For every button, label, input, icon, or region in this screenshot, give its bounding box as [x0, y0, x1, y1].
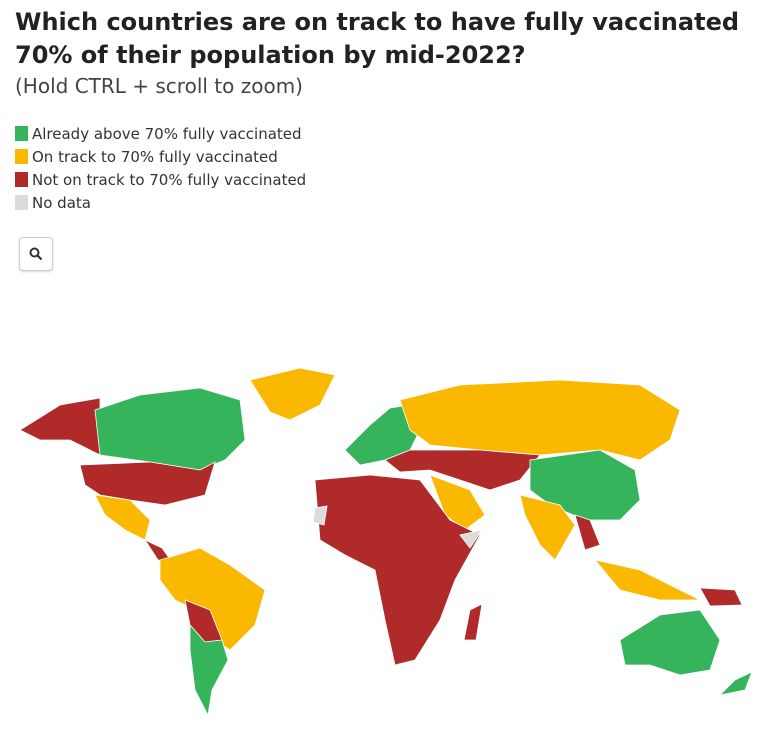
- region: [314, 474, 481, 666]
- region: [79, 461, 216, 506]
- legend-swatch: [15, 195, 28, 210]
- region: [159, 547, 266, 651]
- legend-swatch: [15, 149, 28, 164]
- legend-swatch: [15, 172, 28, 187]
- search-icon: [29, 247, 43, 261]
- region: [529, 449, 641, 521]
- region: [519, 494, 576, 561]
- region: [94, 387, 246, 471]
- region: [19, 397, 101, 456]
- region: [699, 587, 743, 607]
- legend-item: Not on track to 70% fully vaccinated: [15, 168, 306, 191]
- zoom-search-button[interactable]: [19, 237, 53, 271]
- legend-item: Already above 70% fully vaccinated: [15, 122, 306, 145]
- region: [574, 514, 601, 551]
- region: [399, 379, 681, 461]
- region: [718, 671, 753, 696]
- region: [619, 609, 721, 676]
- legend-label: No data: [32, 193, 91, 212]
- region: [593, 559, 701, 601]
- legend-label: Not on track to 70% fully vaccinated: [32, 170, 307, 189]
- title: Which countries are on track to have ful…: [15, 8, 740, 69]
- world-map[interactable]: [0, 340, 782, 730]
- subtitle: (Hold CTRL + scroll to zoom): [15, 74, 303, 98]
- legend-item: On track to 70% fully vaccinated: [15, 145, 306, 168]
- region: [429, 474, 486, 531]
- legend: Already above 70% fully vaccinated On tra…: [15, 122, 306, 214]
- legend-label: On track to 70% fully vaccinated: [32, 147, 278, 166]
- legend-item: No data: [15, 191, 306, 214]
- region: [312, 505, 328, 526]
- region: [249, 367, 336, 421]
- legend-label: Already above 70% fully vaccinated: [32, 124, 302, 143]
- region: [384, 449, 541, 491]
- region: [189, 623, 229, 717]
- legend-swatch: [15, 126, 28, 141]
- region: [463, 603, 483, 641]
- region: [459, 529, 483, 549]
